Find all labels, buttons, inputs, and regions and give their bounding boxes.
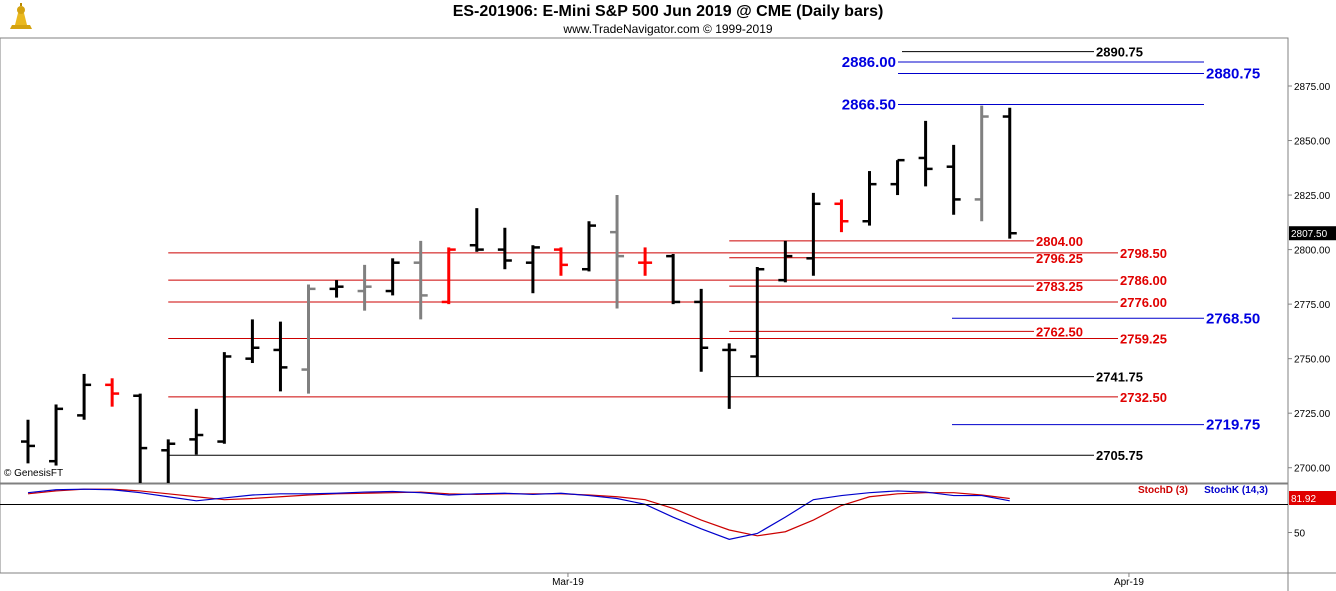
last-price-tag	[1289, 226, 1336, 241]
level-label-12: 2759.25	[1120, 331, 1167, 346]
ohlc-bar-7	[217, 352, 232, 444]
ohlc-bar-26	[750, 267, 765, 377]
price-bars	[21, 105, 1017, 483]
level-label-13: 2741.75	[1096, 370, 1143, 385]
ohlc-bar-10	[301, 284, 316, 394]
ohlc-bar-16	[469, 208, 484, 252]
level-label-15: 2719.75	[1206, 417, 1260, 434]
ohlc-bar-14	[413, 240, 428, 320]
stoch-tick-label-50: 50	[1294, 529, 1306, 540]
ohlc-bar-28	[806, 192, 821, 276]
stoch-last-label: 81.92	[1291, 494, 1316, 505]
ohlc-bar-32	[918, 120, 933, 187]
price-tick-label-0: 2875.00	[1294, 82, 1331, 93]
ohlc-bar-1	[49, 404, 64, 466]
last-price-label: 2807.50	[1291, 229, 1328, 240]
chart-frame	[0, 37, 1336, 591]
level-label-7: 2786.00	[1120, 273, 1167, 288]
stochastic-panel-border	[0, 483, 1289, 574]
stoch-d-label: StochD (3)	[1138, 485, 1188, 496]
chart-title: ES-201906: E-Mini S&P 500 Jun 2019 @ CME…	[452, 3, 884, 20]
ohlc-bar-11	[329, 280, 344, 298]
ohlc-bar-19	[553, 247, 568, 276]
ohlc-bar-13	[385, 258, 400, 296]
stoch-k-label: StochK (14,3)	[1204, 485, 1268, 496]
ohlc-bar-23	[666, 253, 681, 305]
price-tick-label-5: 2750.00	[1294, 355, 1331, 366]
price-tick-label-6: 2725.00	[1294, 409, 1331, 420]
level-label-5: 2798.50	[1120, 246, 1167, 261]
ohlc-bar-22	[638, 247, 653, 276]
ohlc-bar-0	[21, 419, 35, 464]
ohlc-bar-27	[778, 240, 793, 283]
ohlc-bar-25	[722, 343, 737, 409]
ohlc-bar-5	[161, 439, 176, 483]
level-label-16: 2705.75	[1096, 448, 1143, 463]
ohlc-bar-3	[105, 378, 120, 407]
price-tick-label-1: 2850.00	[1294, 137, 1331, 148]
time-axis: Mar-19 Apr-19	[552, 573, 1144, 588]
time-tick-label-0: Mar-19	[552, 577, 584, 588]
ohlc-bar-15	[441, 247, 456, 305]
level-label-0: 2890.75	[1096, 45, 1143, 60]
chart-header: ES-201906: E-Mini S&P 500 Jun 2019 @ CME…	[0, 0, 1336, 38]
ohlc-bar-30	[862, 171, 877, 226]
chart-subtitle: www.TradeNavigator.com © 1999-2019	[563, 22, 773, 36]
price-tick-label-3: 2800.00	[1294, 246, 1331, 257]
ohlc-bar-24	[694, 288, 709, 372]
ohlc-bar-21	[610, 195, 625, 309]
genesis-logo-icon	[10, 3, 32, 29]
ohlc-bar-12	[357, 264, 372, 311]
level-label-2: 2880.75	[1206, 65, 1260, 82]
level-label-10: 2768.50	[1206, 310, 1260, 327]
level-label-3: 2866.50	[842, 97, 896, 114]
level-label-6: 2796.25	[1036, 251, 1083, 266]
time-tick-label-1: Apr-19	[1114, 577, 1144, 588]
ohlc-bar-35	[1002, 107, 1017, 239]
price-tick-label-4: 2775.00	[1294, 300, 1331, 311]
ohlc-bar-8	[245, 319, 260, 364]
ohlc-bar-18	[525, 245, 540, 294]
level-label-8: 2783.25	[1036, 279, 1083, 294]
stoch-last-tag	[1289, 491, 1336, 505]
stoch-series-1	[27, 488, 1010, 540]
level-label-11: 2762.50	[1036, 324, 1083, 339]
price-axis: 2875.00 2850.00 2825.00 2800.00 2775.00 2750.…	[1288, 82, 1336, 475]
level-label-4: 2804.00	[1036, 234, 1083, 249]
price-tick-label-2: 2825.00	[1294, 191, 1331, 202]
ohlc-bar-31	[890, 158, 905, 196]
level-label-9: 2776.00	[1120, 295, 1167, 310]
data-credit: © GenesisFT	[4, 468, 64, 479]
ohlc-bar-33	[946, 144, 961, 215]
price-tick-label-7: 2700.00	[1294, 464, 1331, 475]
ohlc-bar-29	[834, 199, 849, 233]
stochastic-panel: StochD (3) StochK (14,3) 50 81.92	[0, 485, 1336, 540]
ohlc-bar-9	[273, 321, 288, 392]
ohlc-bar-2	[77, 373, 92, 420]
ohlc-bar-34	[974, 105, 989, 222]
ohlc-bar-6	[189, 408, 204, 455]
level-label-1: 2886.00	[842, 54, 896, 71]
ohlc-bar-20	[582, 221, 596, 272]
ohlc-bar-17	[497, 227, 512, 270]
ohlc-bar-4	[133, 393, 148, 483]
level-label-14: 2732.50	[1120, 390, 1167, 405]
price-levels: 2890.75 2886.00 2880.75 2866.50 2804.00 2798.…	[168, 45, 1260, 463]
